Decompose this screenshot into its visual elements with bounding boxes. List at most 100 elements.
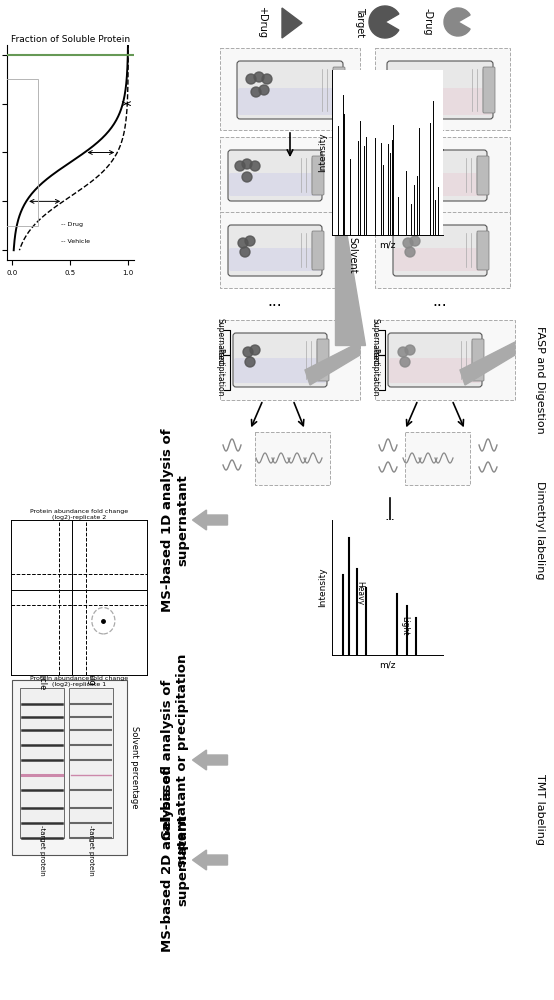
Bar bbox=[220, 320, 360, 400]
Bar bbox=[405, 432, 470, 485]
FancyBboxPatch shape bbox=[312, 156, 324, 195]
Bar bbox=[220, 137, 335, 213]
Text: FASP and Digestion: FASP and Digestion bbox=[535, 326, 545, 434]
Circle shape bbox=[401, 87, 411, 97]
FancyBboxPatch shape bbox=[233, 333, 327, 387]
Bar bbox=[20, 688, 64, 838]
Circle shape bbox=[235, 161, 245, 171]
Circle shape bbox=[409, 85, 419, 95]
Circle shape bbox=[254, 72, 264, 82]
Bar bbox=[69, 688, 113, 838]
Text: -- Vehicle: -- Vehicle bbox=[61, 239, 90, 244]
Circle shape bbox=[405, 247, 415, 257]
Circle shape bbox=[250, 345, 260, 355]
Circle shape bbox=[407, 172, 417, 182]
Circle shape bbox=[396, 74, 406, 84]
Text: Solvent percentage: Solvent percentage bbox=[131, 726, 140, 809]
Title: Protein abundance fold change
(log2)-replicate 2: Protein abundance fold change (log2)-rep… bbox=[30, 509, 128, 520]
Circle shape bbox=[262, 74, 272, 84]
Text: Dimethyl labeling: Dimethyl labeling bbox=[535, 481, 545, 579]
Circle shape bbox=[240, 247, 250, 257]
FancyBboxPatch shape bbox=[393, 150, 487, 201]
FancyArrow shape bbox=[192, 510, 228, 530]
FancyBboxPatch shape bbox=[393, 225, 487, 276]
FancyBboxPatch shape bbox=[388, 88, 492, 115]
Bar bbox=[220, 212, 335, 288]
Text: TMT labeling: TMT labeling bbox=[535, 774, 545, 846]
FancyBboxPatch shape bbox=[228, 150, 322, 201]
Circle shape bbox=[403, 238, 413, 248]
Circle shape bbox=[398, 347, 408, 357]
Text: Heavy: Heavy bbox=[356, 581, 365, 605]
X-axis label: m/z: m/z bbox=[379, 661, 396, 670]
FancyArrow shape bbox=[192, 750, 228, 770]
FancyBboxPatch shape bbox=[389, 358, 481, 383]
FancyBboxPatch shape bbox=[394, 173, 486, 196]
Text: Target: Target bbox=[355, 7, 365, 37]
Text: Gel-based analysis of
supernatant or precipitation: Gel-based analysis of supernatant or pre… bbox=[161, 653, 189, 867]
FancyBboxPatch shape bbox=[317, 339, 329, 381]
FancyBboxPatch shape bbox=[312, 231, 324, 270]
Polygon shape bbox=[335, 165, 365, 345]
Circle shape bbox=[415, 161, 425, 171]
FancyBboxPatch shape bbox=[229, 248, 321, 271]
Circle shape bbox=[251, 87, 261, 97]
Circle shape bbox=[246, 74, 256, 84]
Text: Solvent: Solvent bbox=[347, 237, 357, 273]
FancyBboxPatch shape bbox=[394, 248, 486, 271]
Circle shape bbox=[242, 159, 252, 169]
Circle shape bbox=[242, 172, 252, 182]
Text: Precipitation: Precipitation bbox=[216, 348, 224, 396]
Text: -Drug: -Drug bbox=[423, 8, 433, 36]
Text: Precipitation: Precipitation bbox=[371, 348, 379, 396]
Bar bbox=[375, 137, 510, 213]
Circle shape bbox=[407, 159, 417, 169]
Text: ...: ... bbox=[268, 294, 283, 310]
FancyBboxPatch shape bbox=[472, 339, 484, 381]
FancyBboxPatch shape bbox=[237, 61, 343, 119]
Bar bbox=[375, 48, 510, 130]
Circle shape bbox=[412, 74, 422, 84]
FancyBboxPatch shape bbox=[387, 61, 493, 119]
Bar bbox=[220, 48, 360, 130]
Circle shape bbox=[250, 161, 260, 171]
FancyBboxPatch shape bbox=[388, 333, 482, 387]
Bar bbox=[255, 432, 330, 485]
Text: Supernatant: Supernatant bbox=[371, 318, 379, 366]
FancyBboxPatch shape bbox=[477, 156, 489, 195]
Circle shape bbox=[245, 236, 255, 246]
Circle shape bbox=[243, 347, 253, 357]
Bar bbox=[12, 680, 127, 855]
FancyBboxPatch shape bbox=[483, 67, 495, 113]
Title: Fraction of Soluble Protein: Fraction of Soluble Protein bbox=[11, 35, 130, 44]
Polygon shape bbox=[460, 342, 515, 385]
FancyArrow shape bbox=[192, 850, 228, 870]
Circle shape bbox=[404, 72, 414, 82]
FancyBboxPatch shape bbox=[229, 173, 321, 196]
Text: ...: ... bbox=[433, 294, 447, 310]
FancyBboxPatch shape bbox=[477, 231, 489, 270]
Wedge shape bbox=[444, 8, 470, 36]
Text: MS-based 2D analysis of
supernatant: MS-based 2D analysis of supernatant bbox=[161, 768, 189, 952]
FancyBboxPatch shape bbox=[238, 88, 342, 115]
Circle shape bbox=[238, 238, 248, 248]
Circle shape bbox=[245, 357, 255, 367]
X-axis label: m/z: m/z bbox=[379, 241, 396, 250]
Circle shape bbox=[400, 161, 410, 171]
Text: Drug: Drug bbox=[86, 665, 95, 685]
X-axis label: Protein abundance fold change
(log2)-replicate 1: Protein abundance fold change (log2)-rep… bbox=[30, 676, 128, 687]
Text: Supernatant: Supernatant bbox=[216, 318, 224, 366]
FancyBboxPatch shape bbox=[333, 67, 345, 113]
Text: MS-based 1D analysis of
supernatant: MS-based 1D analysis of supernatant bbox=[161, 428, 189, 612]
Y-axis label: Intensity: Intensity bbox=[318, 133, 327, 172]
FancyBboxPatch shape bbox=[228, 225, 322, 276]
Polygon shape bbox=[282, 8, 302, 38]
Circle shape bbox=[405, 345, 415, 355]
Text: -target protein: -target protein bbox=[39, 825, 45, 875]
Text: -- Drug: -- Drug bbox=[61, 222, 83, 227]
Text: +Drug: +Drug bbox=[257, 6, 267, 38]
Text: -target protein: -target protein bbox=[88, 825, 94, 875]
FancyBboxPatch shape bbox=[234, 358, 326, 383]
Circle shape bbox=[400, 357, 410, 367]
Bar bbox=[375, 320, 515, 400]
